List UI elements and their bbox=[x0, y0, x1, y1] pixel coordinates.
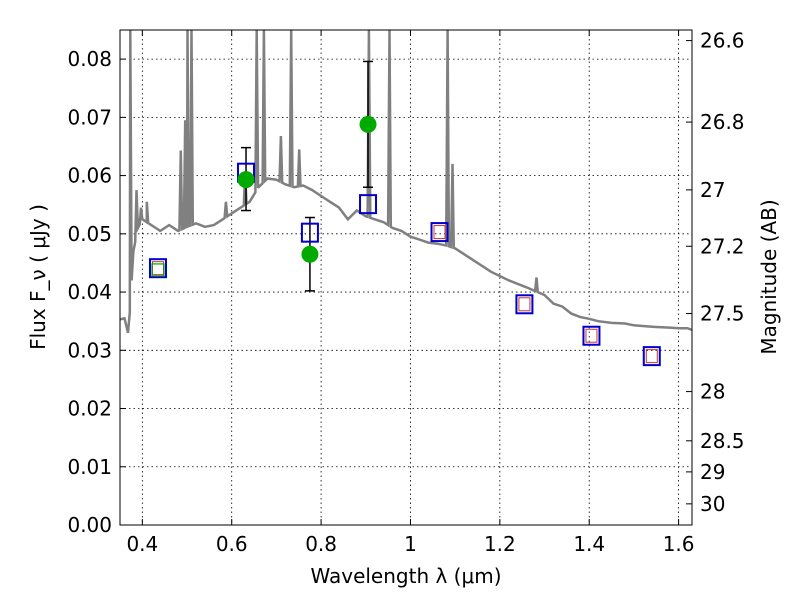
observed-point bbox=[359, 115, 377, 133]
x-tick-label: 0.4 bbox=[126, 532, 158, 556]
model-square bbox=[148, 258, 167, 279]
y-tick-label: 0.05 bbox=[67, 222, 112, 246]
y-tick-label: 0.07 bbox=[67, 105, 112, 129]
right-tick-label: 29 bbox=[700, 460, 725, 484]
inner-square bbox=[433, 225, 446, 240]
axis-ticks: 0.4 0.6 0.8 1 1.2 1.4 1.6 0.00 0.01 0.02 0.03 0.04 0… bbox=[67, 29, 744, 556]
y-tick-label: 0.06 bbox=[67, 164, 112, 188]
inner-square bbox=[585, 328, 598, 343]
spectrum-line bbox=[120, 30, 692, 334]
x-tick-label: 1.2 bbox=[484, 532, 516, 556]
observed-point bbox=[237, 171, 255, 189]
y-tick-label: 0.03 bbox=[67, 338, 112, 362]
model-square bbox=[430, 222, 449, 243]
model-square bbox=[582, 325, 601, 346]
spectrum-curve bbox=[120, 30, 692, 334]
observed-square bbox=[151, 263, 165, 277]
right-tick-label: 26.6 bbox=[700, 29, 745, 53]
right-axis-title: Magnitude (AB) bbox=[757, 199, 781, 354]
model-square bbox=[300, 222, 319, 243]
right-tick-label: 28 bbox=[700, 380, 725, 404]
x-tick-label: 0.6 bbox=[216, 532, 248, 556]
y-tick-label: 0.04 bbox=[67, 280, 112, 304]
y-tick-label: 0.02 bbox=[67, 397, 112, 421]
right-tick-label: 27.2 bbox=[700, 234, 745, 258]
x-tick-label: 1.4 bbox=[573, 532, 605, 556]
x-tick-label: 1.6 bbox=[663, 532, 695, 556]
y-tick-label: 0.01 bbox=[67, 455, 112, 479]
x-tick-label: 0.8 bbox=[305, 532, 337, 556]
photometry-points bbox=[148, 60, 661, 367]
x-tick-label: 1 bbox=[404, 532, 417, 556]
right-tick-label: 26.8 bbox=[700, 110, 745, 134]
inner-square bbox=[518, 297, 531, 312]
model-square bbox=[642, 346, 661, 367]
inner-square bbox=[645, 349, 658, 364]
plot-frame bbox=[119, 29, 693, 526]
observed-point bbox=[301, 245, 319, 263]
model-square bbox=[359, 194, 378, 215]
right-tick-label: 30 bbox=[700, 492, 725, 516]
y-tick-label: 0.00 bbox=[67, 513, 112, 537]
right-tick-label: 28.5 bbox=[700, 429, 745, 453]
model-square bbox=[515, 294, 534, 315]
right-tick-label: 27 bbox=[700, 178, 725, 202]
y-axis-title: Flux F_ν ( μJy ) bbox=[26, 204, 50, 350]
y-tick-label: 0.08 bbox=[67, 47, 112, 71]
grid-lines bbox=[120, 30, 692, 525]
x-axis-title: Wavelength λ (μm) bbox=[310, 564, 501, 588]
right-tick-label: 27.5 bbox=[700, 302, 745, 326]
